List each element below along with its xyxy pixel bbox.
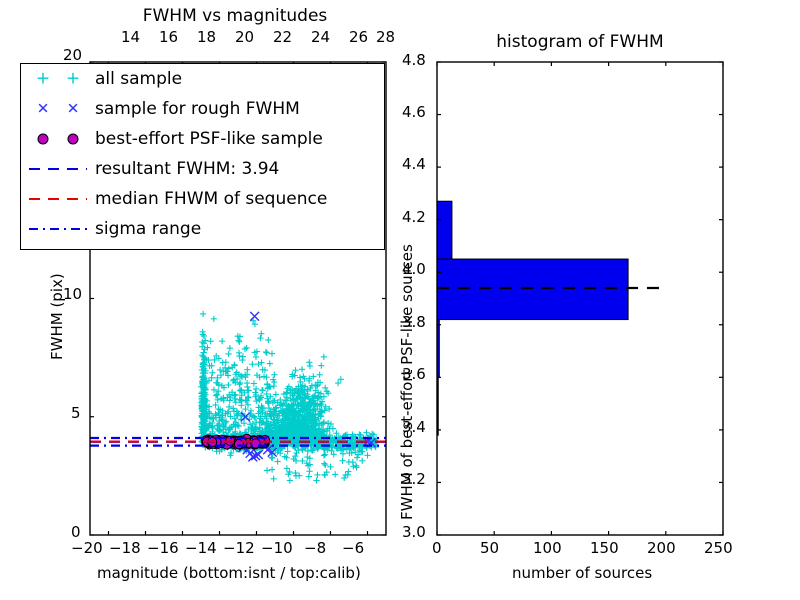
legend-label: resultant FWHM: 3.94 — [95, 159, 280, 179]
hist-x-ticklabel: 50 — [480, 539, 500, 557]
filled-circle-icon — [67, 133, 79, 145]
plus-icon: + — [35, 68, 51, 89]
x-axis-ticklabel: −16 — [147, 539, 179, 557]
histogram-yaxis-label: FWHM of best-effort PSF-like sources — [398, 244, 416, 520]
blue-dashdot-line-icon — [29, 228, 87, 230]
cross-icon: ✕ — [66, 99, 80, 118]
x-axis-ticklabel: −20 — [71, 539, 103, 557]
scatter-title: FWHM vs magnitudes — [142, 6, 328, 26]
legend-marker-psf-sample — [21, 124, 95, 154]
hist-y-ticklabel: 4.8 — [402, 51, 426, 69]
hist-x-ticklabel: 200 — [647, 539, 676, 557]
legend-label: sample for rough FWHM — [95, 99, 300, 119]
x-axis-ticklabel: −12 — [223, 539, 255, 557]
legend-label: median FHWM of sequence — [95, 189, 328, 209]
legend-marker-rough-fwhm: ✕ ✕ — [21, 94, 95, 124]
red-dashed-line-icon — [29, 198, 87, 200]
x-axis-ticklabel: −18 — [109, 539, 141, 557]
legend-label: sigma range — [95, 219, 202, 239]
x-axis-ticklabel: −14 — [185, 539, 217, 557]
legend-item-median-fwhm: median FHWM of sequence — [21, 184, 384, 214]
top-axis-ticklabel: 22 — [273, 28, 293, 46]
legend-item-sigma-range: sigma range — [21, 214, 384, 244]
x-axis-ticklabel: −8 — [304, 539, 327, 557]
legend-marker-all-sample: + + — [21, 64, 95, 94]
histogram-xaxis-label: number of sources — [512, 564, 653, 582]
legend-item-psf-sample: best-effort PSF-like sample — [21, 124, 384, 154]
filled-circle-icon — [37, 133, 49, 145]
plus-icon: + — [65, 68, 81, 89]
top-axis-ticklabel: 20 — [235, 28, 255, 46]
legend-item-all-sample: + + all sample — [21, 64, 384, 94]
blue-dashed-line-icon — [29, 168, 87, 170]
scatter-yaxis-label: FWHM (pix) — [48, 273, 66, 360]
x-axis-ticklabel: −6 — [342, 539, 365, 557]
legend-marker-sigma-range — [21, 214, 95, 244]
hist-x-ticklabel: 150 — [590, 539, 619, 557]
top-axis-ticklabel: 24 — [311, 28, 331, 46]
top-axis-ticklabel: 18 — [197, 28, 217, 46]
hist-y-ticklabel: 3.0 — [402, 523, 426, 541]
legend-label: best-effort PSF-like sample — [95, 129, 323, 149]
top-axis-ticklabel: 28 — [376, 28, 396, 46]
cross-icon: ✕ — [36, 99, 50, 118]
hist-y-ticklabel: 4.2 — [402, 208, 426, 226]
scatter-xaxis-label: magnitude (bottom:isnt / top:calib) — [97, 564, 361, 582]
histogram-bars — [437, 200, 629, 436]
legend-item-rough-fwhm: ✕ ✕ sample for rough FWHM — [21, 94, 384, 124]
hist-x-ticklabel: 250 — [704, 539, 733, 557]
top-axis-ticklabel: 14 — [121, 28, 141, 46]
top-axis-ticklabel: 16 — [159, 28, 179, 46]
y-axis-ticklabel: 5 — [71, 404, 81, 422]
x-axis-ticklabel: −10 — [261, 539, 293, 557]
scatter-reference-lines — [90, 436, 386, 447]
legend-item-resultant-fwhm: resultant FWHM: 3.94 — [21, 154, 384, 184]
legend-marker-median-fwhm — [21, 184, 95, 214]
top-axis-ticklabel: 26 — [349, 28, 369, 46]
hist-y-ticklabel: 4.6 — [402, 103, 426, 121]
hist-x-ticklabel: 100 — [533, 539, 562, 557]
histogram-title: histogram of FWHM — [496, 32, 664, 52]
y-axis-ticklabel: 20 — [63, 46, 83, 64]
hist-y-ticklabel: 4.4 — [402, 155, 426, 173]
legend-box: + + all sample ✕ ✕ sample for rough FWHM… — [20, 63, 385, 250]
legend-marker-resultant-fwhm — [21, 154, 95, 184]
hist-x-ticklabel: 0 — [432, 539, 442, 557]
legend-label: all sample — [95, 69, 183, 89]
